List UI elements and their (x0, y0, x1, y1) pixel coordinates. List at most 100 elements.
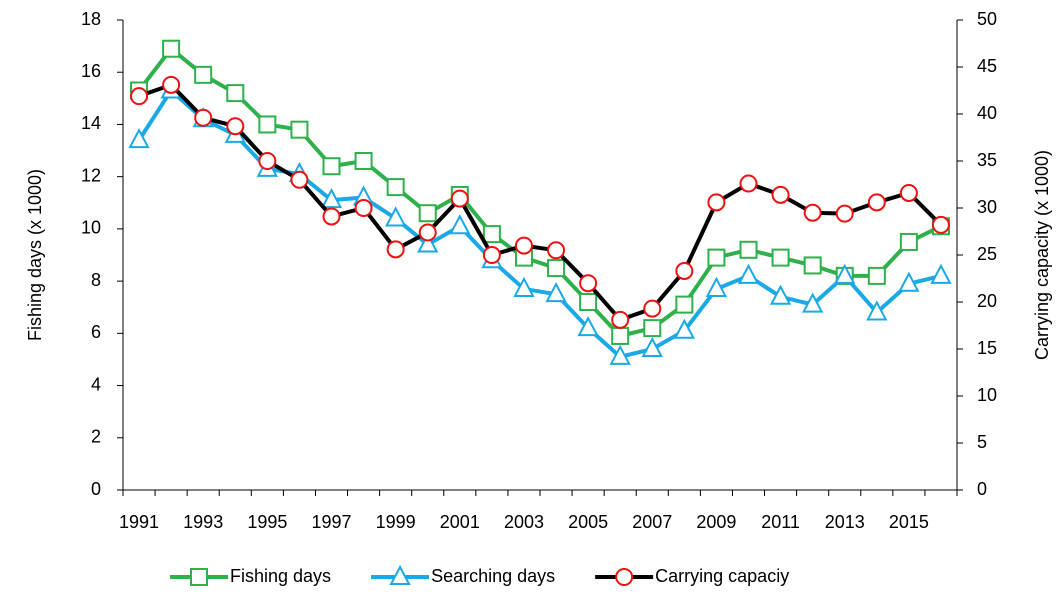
marker (482, 225, 501, 244)
marker (418, 204, 437, 223)
marker (545, 282, 567, 303)
y-axis-title: Fishing days (x 1000) (25, 169, 45, 341)
marker (513, 276, 535, 297)
x-tick-label: 2005 (568, 512, 608, 532)
marker (322, 207, 341, 226)
marker (450, 189, 469, 208)
marker (194, 65, 213, 84)
y2-tick-label: 5 (977, 432, 987, 452)
y2-tick-label: 20 (977, 291, 997, 311)
marker (641, 336, 663, 357)
y-tick-label: 0 (91, 479, 101, 499)
marker (579, 293, 598, 311)
marker (354, 199, 373, 217)
y-tick-label: 14 (81, 113, 101, 133)
marker (739, 174, 758, 193)
y2-tick-label: 50 (977, 9, 997, 29)
y-tick-label: 12 (81, 165, 101, 185)
x-tick-label: 1997 (311, 512, 351, 532)
marker (128, 127, 150, 149)
marker (769, 284, 792, 305)
marker (898, 271, 920, 292)
x-tick-label: 2015 (889, 512, 929, 532)
marker (866, 300, 888, 321)
y2-axis-title: Carrying capacity (x 1000) (1032, 150, 1052, 360)
y-tick-label: 6 (91, 322, 101, 342)
marker (771, 248, 790, 267)
marker (417, 232, 439, 253)
legend-item: Fishing days (170, 566, 331, 586)
marker (737, 263, 760, 284)
legend-marker (615, 568, 634, 586)
marker (803, 203, 822, 222)
marker (801, 292, 824, 313)
y2-tick-label: 45 (977, 56, 997, 76)
y2-tick-label: 35 (977, 150, 997, 170)
x-tick-label: 2009 (696, 512, 736, 532)
marker (290, 170, 309, 189)
x-tick-label: 1995 (247, 512, 287, 532)
marker (705, 276, 728, 297)
y2-tick-label: 10 (977, 385, 997, 405)
marker (194, 108, 213, 127)
x-tick-label: 1993 (183, 512, 223, 532)
x-tick-label: 2003 (504, 512, 544, 532)
marker (930, 263, 952, 284)
marker (675, 295, 694, 314)
marker (384, 206, 407, 227)
y-tick-label: 18 (81, 9, 101, 29)
marker (290, 120, 309, 139)
marker (834, 263, 856, 284)
marker (579, 274, 598, 293)
y2-tick-label: 30 (977, 197, 997, 217)
marker (386, 178, 405, 197)
marker (867, 193, 886, 212)
x-tick-label: 1999 (376, 512, 416, 532)
marker (611, 310, 630, 329)
marker (130, 87, 149, 106)
marker (643, 299, 662, 318)
marker (547, 241, 566, 260)
x-tick-label: 2001 (440, 512, 480, 532)
y-tick-label: 16 (81, 61, 101, 81)
y2-tick-label: 15 (977, 338, 997, 358)
legend-label: Fishing days (230, 566, 331, 586)
legend-marker (389, 564, 411, 585)
marker (354, 152, 373, 170)
marker (258, 115, 277, 134)
marker (803, 256, 822, 275)
marker (547, 259, 566, 278)
y2-tick-label: 25 (977, 244, 997, 264)
x-tick-label: 2013 (825, 512, 865, 532)
series (130, 39, 950, 345)
marker (449, 214, 471, 235)
legend-item: Carrying capaciy (595, 566, 789, 586)
y2-tick-label: 0 (977, 479, 987, 499)
legend-marker (190, 568, 208, 586)
x-tick-label: 1991 (119, 512, 159, 532)
marker (771, 185, 790, 204)
marker (675, 261, 694, 280)
y-tick-label: 2 (91, 427, 101, 447)
x-tick-label: 2011 (761, 512, 800, 532)
marker (609, 344, 631, 365)
series (128, 78, 952, 365)
series (130, 75, 950, 329)
marker (226, 117, 245, 136)
y-tick-label: 8 (91, 270, 101, 290)
marker (258, 152, 277, 170)
marker (899, 232, 918, 251)
marker (835, 204, 854, 223)
marker (867, 266, 886, 285)
marker (322, 157, 341, 176)
marker (482, 246, 501, 264)
marker (673, 318, 696, 339)
marker (707, 193, 726, 212)
marker (226, 84, 245, 103)
marker (643, 319, 662, 338)
marker (611, 326, 630, 345)
marker (320, 188, 343, 209)
marker (739, 240, 758, 259)
marker (899, 183, 918, 202)
